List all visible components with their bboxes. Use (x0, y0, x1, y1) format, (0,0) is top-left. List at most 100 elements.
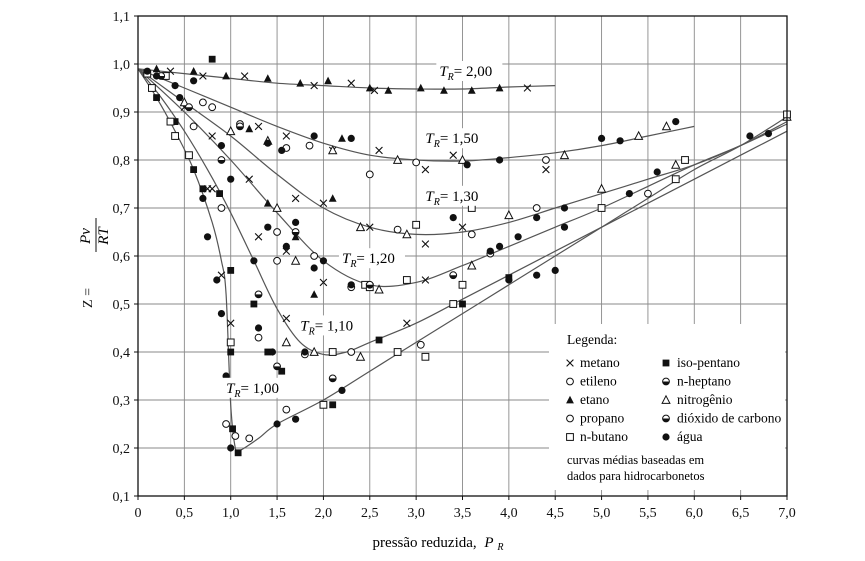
data-point-sqf (229, 425, 236, 433)
legend-label: n-butano (580, 429, 628, 444)
curve-label-2: TR= 1,30 (425, 189, 478, 208)
data-point-x (458, 223, 467, 231)
curve-label-symbol: T (425, 189, 435, 205)
data-point-x (240, 72, 249, 80)
data-point-sq (166, 117, 175, 126)
legend-marker-sq (566, 433, 574, 441)
legend-note-line-1: curvas médias baseadas em (567, 453, 704, 467)
legend-label: iso-pentano (677, 355, 740, 370)
x-tick-label: 2,0 (315, 506, 333, 521)
data-point-tri-o (392, 154, 403, 164)
y-tick-label: 0,8 (113, 154, 131, 169)
curve-line-4 (137, 68, 788, 356)
data-point-dot (227, 175, 235, 183)
data-point-tri (310, 290, 319, 298)
data-point-tri (324, 76, 332, 85)
data-point-tri-o (559, 149, 570, 160)
data-point-dot (597, 134, 606, 142)
y-tick-label: 1,0 (113, 58, 131, 73)
legend-title: Legenda: (567, 332, 617, 347)
data-point-dot (152, 72, 161, 80)
data-point-tri (222, 71, 230, 80)
data-point-tri-o (457, 154, 468, 164)
curve-label-subscript: R (349, 259, 356, 270)
data-point-dot (143, 67, 151, 75)
data-point-tri-o (671, 159, 681, 169)
data-point-x (523, 84, 532, 92)
data-point-dot (486, 247, 494, 255)
data-point-x (319, 278, 328, 287)
data-point-tri-o (281, 337, 292, 347)
data-point-tri-o (355, 351, 366, 361)
data-point-sqf (227, 267, 235, 274)
x-tick-label: 2,5 (361, 506, 379, 521)
data-point-x (370, 86, 379, 95)
y-tick-label: 0,3 (113, 394, 131, 409)
data-point-dot (227, 444, 235, 452)
data-point-circ (199, 98, 207, 107)
legend-label: etano (580, 392, 609, 407)
data-point-circ (416, 340, 425, 349)
data-point-sqf (171, 118, 179, 125)
curve-label-subscript: R (433, 197, 440, 208)
data-point-dot (672, 118, 680, 126)
y-tick-label: 0,7 (113, 202, 131, 217)
x-axis-label-text: pressão reduzida, (373, 535, 477, 551)
curve-label-value: = 1,20 (356, 251, 394, 267)
curve-line-2 (137, 68, 788, 236)
data-point-sqf (153, 94, 160, 101)
data-point-x (282, 314, 291, 323)
data-point-tri (338, 134, 346, 142)
data-point-dot (495, 156, 504, 164)
data-point-half (185, 103, 193, 112)
x-tick-label: 6,0 (686, 506, 704, 521)
legend-label: nitrogênio (677, 392, 733, 407)
data-point-dot (625, 190, 633, 198)
data-point-sqf (190, 166, 198, 173)
curve-label-3: TR= 1,20 (342, 251, 395, 270)
data-point-sq (458, 280, 467, 289)
data-point-circ (412, 158, 421, 167)
curve-line-0 (137, 68, 556, 90)
data-point-x (421, 240, 430, 248)
data-point-tri (245, 124, 254, 133)
data-point-tri-o (661, 121, 672, 131)
data-point-x (375, 146, 383, 155)
data-point-sqf (227, 348, 235, 356)
data-point-tri (495, 83, 504, 92)
curve-label-bg (223, 377, 290, 398)
legend-marker-x (566, 359, 574, 367)
data-point-dot (203, 233, 212, 241)
y-tick-label: 0,6 (113, 250, 131, 265)
data-point-x (245, 175, 254, 183)
curve-label-value: = 1,50 (440, 131, 478, 147)
data-point-dot (505, 276, 513, 284)
data-point-sq (226, 338, 235, 347)
curve-label-value: = 1,30 (440, 189, 478, 205)
legend-label: etileno (580, 374, 617, 389)
data-point-x (365, 223, 374, 231)
x-axis-label-subscript: R (496, 542, 503, 553)
data-point-half (254, 290, 263, 299)
data-point-sq (393, 348, 402, 356)
curve-line-3 (137, 68, 788, 288)
curve-label-value: = 1,00 (241, 381, 279, 397)
data-point-tri-o (225, 125, 236, 136)
legend-marker-sqf (662, 359, 670, 367)
legend-label: dióxido de carbono (677, 411, 781, 426)
data-point-dot (217, 310, 226, 318)
curve-label-symbol: T (425, 131, 435, 147)
data-point-tri (328, 194, 337, 202)
data-point-x (291, 194, 300, 203)
y-axis-label-numerator: Pv (78, 228, 94, 245)
curve-label-4: TR= 1,10 (300, 318, 353, 337)
curve-label-subscript: R (447, 72, 454, 83)
data-point-tri-o (179, 97, 190, 107)
data-point-circ (189, 122, 198, 131)
x-tick-label: 4,5 (546, 506, 564, 521)
legend-box (549, 324, 785, 490)
data-point-dot (533, 271, 541, 279)
x-tick-label: 5,0 (593, 506, 611, 521)
data-point-dot (282, 242, 290, 250)
data-point-sqf (264, 348, 272, 356)
